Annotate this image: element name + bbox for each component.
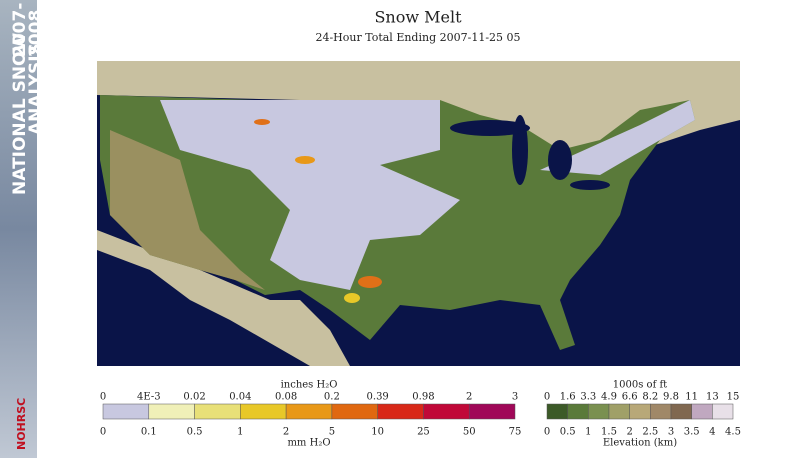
legend-swatch	[712, 403, 734, 420]
legend-label: 4.5	[725, 427, 741, 438]
legend-swatch	[148, 403, 195, 420]
legend-swatch	[285, 403, 333, 420]
sidebar	[0, 0, 37, 458]
legend-swatch	[608, 403, 630, 420]
legend-label: 50	[463, 427, 476, 438]
legend-label: 1	[585, 427, 591, 438]
sidebar-years: 2008	[26, 10, 46, 57]
melt-spot	[295, 156, 315, 164]
legend-label: 1.5	[601, 427, 617, 438]
melt-spot	[358, 276, 382, 288]
legend-label: 3	[512, 392, 518, 403]
legend-label: 1.6	[560, 392, 576, 403]
legend-label: 0	[544, 392, 550, 403]
legend-label: 75	[509, 427, 522, 438]
legend-title: mm H₂O	[287, 438, 330, 449]
legend-label: 0.98	[412, 392, 434, 403]
snow-cover	[160, 100, 460, 290]
legend-swatch	[377, 403, 424, 420]
sidebar-title: ANALYSIS	[26, 43, 46, 135]
legend-swatch	[588, 403, 610, 420]
legend-label: 11	[685, 392, 698, 403]
snow-cover	[540, 100, 695, 175]
legend-label: 2	[466, 392, 472, 403]
legend-label: 3	[668, 427, 674, 438]
legend-swatch	[102, 403, 150, 420]
legend-label: 9.8	[663, 392, 679, 403]
legend-label: 0.2	[324, 392, 340, 403]
legend-label: 4E-3	[137, 392, 161, 403]
legend-label: 3.3	[580, 392, 596, 403]
legend-label: 15	[727, 392, 740, 403]
legend-label: 2.5	[642, 427, 658, 438]
legend-label: 0.04	[229, 392, 251, 403]
legend-label: 2	[283, 427, 289, 438]
legend-label: 8.2	[642, 392, 658, 403]
legend-swatch	[650, 403, 672, 420]
legend-swatch	[468, 403, 516, 420]
legend-swatch	[691, 403, 713, 420]
legend-label: 13	[706, 392, 719, 403]
legend-swatch	[240, 403, 287, 420]
legend-swatch	[629, 403, 651, 420]
legend-title: 1000s of ft	[613, 380, 667, 391]
legend-label: 0.5	[187, 427, 203, 438]
legend-title: Elevation (km)	[603, 438, 677, 449]
sidebar-years: 2007-	[10, 3, 30, 57]
legend-label: 5	[329, 427, 335, 438]
legend-label: 0.1	[141, 427, 157, 438]
legend-label: 4	[709, 427, 715, 438]
legend-title: inches H₂O	[281, 380, 338, 391]
melt-spot	[344, 293, 360, 303]
lake	[548, 140, 572, 180]
map	[97, 61, 740, 366]
logo: NOHRSC	[15, 398, 28, 450]
legend-label: 0.08	[275, 392, 297, 403]
legend-swatch	[567, 403, 589, 420]
legend-swatch	[546, 403, 568, 420]
legend-label: 0.39	[367, 392, 389, 403]
legend-label: 1	[237, 427, 243, 438]
title: Snow Melt	[374, 8, 462, 27]
legend-label: 0	[544, 427, 550, 438]
legend-label: 0	[100, 392, 106, 403]
legend-label: 0.5	[560, 427, 576, 438]
subtitle: 24-Hour Total Ending 2007-11-25 05	[315, 31, 520, 44]
sidebar-title: NATIONAL SNOW	[10, 33, 30, 195]
legend-label: 25	[417, 427, 430, 438]
legend-swatch	[670, 403, 692, 420]
legend-label: 10	[371, 427, 384, 438]
legend-label: 3.5	[684, 427, 700, 438]
terrain	[110, 130, 265, 290]
lake	[570, 180, 610, 190]
legend-swatch	[194, 403, 241, 420]
legend-label: 2	[626, 427, 632, 438]
melt-spot	[254, 119, 270, 125]
legend-swatch	[423, 403, 470, 420]
legend-label: 6.6	[622, 392, 638, 403]
legend-label: 4.9	[601, 392, 617, 403]
legend-swatch	[331, 403, 378, 420]
legend-label: 0	[100, 427, 106, 438]
legend-label: 0.02	[183, 392, 205, 403]
land	[97, 61, 740, 366]
lake	[450, 120, 530, 136]
